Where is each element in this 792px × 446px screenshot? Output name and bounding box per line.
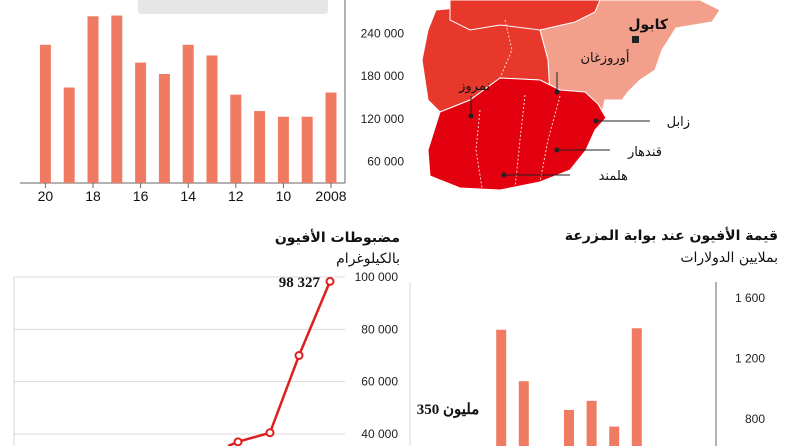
farmgate-bar bbox=[496, 329, 507, 446]
bar-2020 bbox=[39, 44, 51, 184]
bar-2009 bbox=[301, 116, 313, 183]
y-tick-label: 120 000 bbox=[361, 112, 405, 126]
map-label-zabul: زابل bbox=[667, 115, 690, 130]
farmgate-bar bbox=[586, 400, 597, 446]
y-tick-label: 100 000 bbox=[355, 270, 399, 284]
seizures-point bbox=[233, 437, 243, 446]
caption-box bbox=[138, 0, 328, 14]
kabul-marker bbox=[632, 36, 639, 43]
farmgate-title: قيمة الأفيون عند بوابة المزرعة bbox=[565, 227, 778, 244]
y-tick-label: 1 600 bbox=[735, 291, 765, 305]
bar-2015 bbox=[158, 73, 170, 183]
y-tick-label: 1 200 bbox=[735, 352, 765, 366]
farmgate-bar bbox=[609, 426, 620, 446]
y-tick-label: 40 000 bbox=[361, 427, 398, 441]
map-label-kandahar: قندهار bbox=[627, 145, 662, 160]
bar-2013 bbox=[206, 55, 218, 183]
map-region-north bbox=[449, 0, 601, 31]
map-district-line bbox=[514, 94, 526, 189]
bar-2018 bbox=[87, 16, 99, 184]
x-tick-label: 20 bbox=[38, 188, 54, 204]
y-tick-label: 800 bbox=[745, 412, 765, 426]
map-label-kabul: كابول bbox=[628, 17, 668, 33]
x-tick-label: 16 bbox=[133, 188, 149, 204]
bar-2019 bbox=[63, 87, 75, 183]
seizures-point bbox=[294, 351, 304, 360]
seizures-title: مضبوطات الأفيون bbox=[275, 229, 400, 246]
x-tick-label: 10 bbox=[276, 188, 292, 204]
y-tick-label: 180 000 bbox=[361, 69, 405, 83]
map-label-nimruz: نمروز bbox=[458, 79, 490, 94]
bar-2010 bbox=[277, 116, 289, 183]
bar-2017 bbox=[111, 15, 123, 183]
map-label-uruzgan: أوروزغان bbox=[580, 49, 629, 66]
farmgate-bar bbox=[564, 409, 574, 446]
map-label-helmand: هلمند bbox=[599, 169, 629, 184]
seizures-line-chart: مضبوطات الأفيون بالكيلوغرام 40 000 60 000… bbox=[13, 229, 400, 446]
x-tick-label: 12 bbox=[228, 188, 244, 204]
bar-2014 bbox=[182, 44, 194, 184]
map-district-line bbox=[539, 95, 561, 183]
nimruz-dot bbox=[468, 113, 474, 119]
x-tick-label: 14 bbox=[180, 188, 196, 204]
x-tick-label: 18 bbox=[85, 188, 101, 204]
seizures-subtitle: بالكيلوغرام bbox=[336, 251, 400, 267]
top-left-bar-chart: 60 000 120 000 180 000 240 000 2008 10 12 14 16… bbox=[20, 0, 404, 204]
bar-2016 bbox=[135, 62, 147, 183]
farmgate-bar bbox=[518, 381, 529, 446]
farmgate-annotation: 350 مليون bbox=[417, 402, 480, 418]
bar-2012 bbox=[230, 94, 242, 183]
seizures-point bbox=[265, 428, 275, 438]
y-tick-label: 60 000 bbox=[361, 375, 398, 389]
y-tick-label: 60 000 bbox=[367, 155, 404, 169]
map-district-line bbox=[475, 109, 483, 189]
map-region-south bbox=[427, 77, 607, 191]
y-tick-label: 80 000 bbox=[361, 322, 398, 336]
afghanistan-map: كابول أوروزغان نمروز زابل قندهار هلمند bbox=[421, 0, 721, 191]
x-tick-label: 2008 bbox=[315, 188, 346, 204]
farmgate-subtitle: بملايين الدولارات bbox=[680, 250, 778, 266]
farmgate-bar-chart: قيمة الأفيون عند بوابة المزرعة بملايين ا… bbox=[409, 227, 778, 446]
uruzgan-dot bbox=[554, 89, 560, 95]
seizures-annotation: 98 327 bbox=[279, 275, 321, 291]
y-tick-label: 240 000 bbox=[361, 26, 405, 40]
bar-2008 bbox=[325, 92, 337, 183]
seizures-point bbox=[325, 276, 335, 286]
bar-2011 bbox=[254, 111, 266, 183]
farmgate-bar bbox=[631, 328, 642, 446]
seizures-line bbox=[227, 280, 332, 446]
